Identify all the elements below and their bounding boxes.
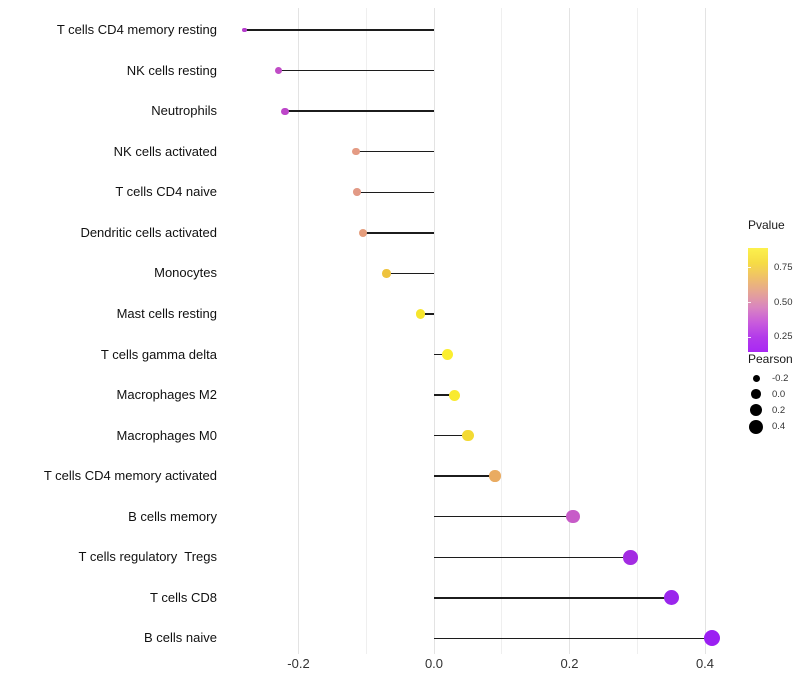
lollipop-dot	[274, 67, 282, 75]
gridline-major	[433, 8, 435, 654]
pearson-legend-dot	[751, 389, 761, 399]
y-axis-label: Neutrophils	[151, 103, 217, 119]
lollipop-stem	[434, 637, 712, 640]
pearson-legend-dot	[752, 374, 760, 382]
lollipop-stem	[434, 516, 573, 518]
y-axis-label: T cells CD4 naive	[115, 184, 217, 200]
y-axis-label: Dendritic cells activated	[80, 224, 217, 240]
pearson-legend-label: 0.0	[772, 388, 786, 400]
y-axis-label: NK cells resting	[126, 62, 217, 78]
x-axis-tick-label: 0.2	[560, 656, 579, 671]
plot-panel	[222, 8, 736, 654]
lollipop-dot	[663, 590, 679, 606]
lollipop-stem	[284, 110, 434, 112]
lollipop-dot	[358, 228, 367, 237]
pvalue-tick-label: 0.50	[774, 296, 793, 308]
y-axis-label: T cells CD4 memory activated	[43, 468, 217, 484]
y-axis-label: NK cells activated	[113, 143, 217, 159]
pearson-legend-dot	[750, 404, 762, 417]
lollipop-dot	[703, 630, 720, 647]
lollipop-dot	[448, 389, 460, 401]
y-axis-label: Monocytes	[154, 265, 217, 281]
lollipop-dot	[242, 27, 247, 33]
lollipop-stem	[434, 434, 468, 437]
y-axis-label: Macrophages M0	[116, 427, 217, 443]
gridline-major	[704, 8, 706, 654]
gridline-minor	[501, 8, 503, 654]
gridline-minor	[636, 8, 638, 654]
pvalue-tick-label: 0.75	[774, 261, 793, 273]
lollipop-dot	[462, 429, 474, 442]
lollipop-stem	[278, 69, 434, 72]
lollipop-dot	[489, 470, 501, 482]
lollipop-stem	[434, 353, 448, 356]
lollipop-stem	[434, 475, 495, 477]
pearson-legend-label: 0.2	[772, 404, 786, 416]
y-axis-label: T cells gamma delta	[100, 346, 217, 362]
gradient-tick-mark	[748, 302, 751, 304]
pearson-legend-dot	[749, 419, 763, 434]
lollipop-stem	[434, 556, 631, 558]
x-axis-tick-label: -0.2	[287, 656, 310, 671]
gridline-minor	[365, 8, 367, 654]
lollipop-stem	[434, 597, 672, 599]
gradient-tick-mark	[748, 336, 751, 338]
lollipop-stem	[434, 394, 455, 396]
lollipop-dot	[442, 349, 454, 360]
gridline-major	[298, 8, 299, 654]
gridline-major	[569, 8, 570, 654]
y-axis-label: B cells naive	[144, 630, 217, 646]
lollipop-dot	[352, 147, 360, 156]
y-axis-label: Macrophages M2	[116, 387, 217, 403]
y-axis-label: T cells CD4 memory resting	[56, 22, 217, 37]
pvalue-legend-title: Pvalue	[748, 218, 785, 232]
lollipop-stem	[420, 313, 434, 315]
lollipop-stem	[356, 191, 434, 193]
x-axis-tick-label: 0.4	[695, 656, 715, 671]
y-axis-label: Mast cells resting	[116, 305, 217, 321]
lollipop-dot	[415, 309, 426, 319]
lollipop-dot	[352, 188, 361, 197]
x-axis-tick-label: 0.0	[424, 656, 444, 671]
y-axis-label: B cells memory	[128, 508, 217, 524]
pearson-legend-label: -0.2	[772, 372, 789, 384]
lollipop-stem	[244, 29, 434, 31]
gradient-tick-mark	[748, 267, 751, 269]
lollipop-stem	[386, 272, 434, 275]
y-axis-label: T cells CD8	[150, 589, 217, 605]
lollipop-dot	[623, 550, 638, 565]
lollipop-stem	[362, 232, 434, 234]
pearson-legend-title: Pearson	[748, 352, 793, 366]
lollipop-dot	[281, 107, 289, 115]
lollipop-stem	[356, 150, 434, 153]
lollipop-dot	[566, 510, 580, 524]
y-axis-label: T cells regulatory Tregs	[78, 549, 217, 565]
pvalue-gradient-bar	[748, 248, 768, 352]
pvalue-tick-label: 0.25	[774, 331, 793, 343]
lollipop-dot	[382, 269, 391, 278]
pearson-legend-label: 0.4	[772, 421, 786, 433]
